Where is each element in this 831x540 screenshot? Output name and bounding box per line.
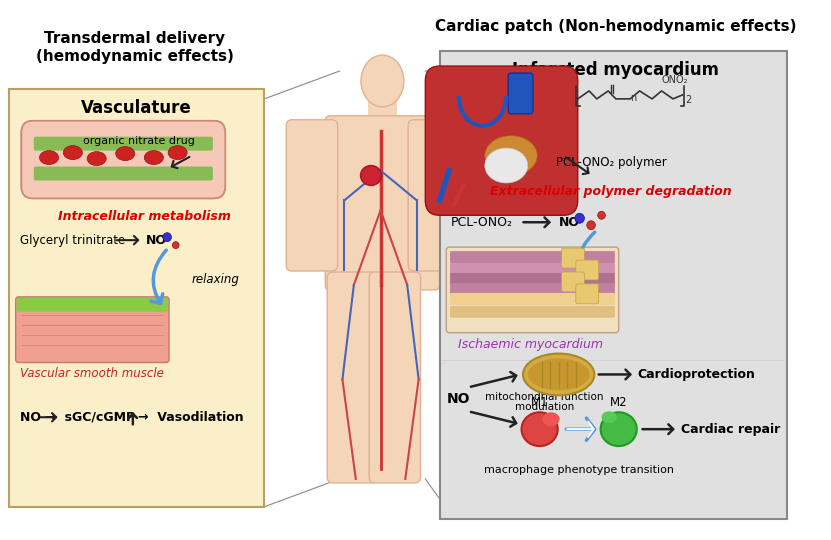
Circle shape [575, 213, 584, 223]
Circle shape [172, 241, 179, 248]
FancyBboxPatch shape [34, 166, 213, 180]
FancyBboxPatch shape [16, 297, 169, 362]
FancyBboxPatch shape [450, 283, 615, 295]
Ellipse shape [40, 151, 58, 165]
Ellipse shape [145, 151, 164, 165]
Ellipse shape [484, 148, 528, 183]
Ellipse shape [116, 147, 135, 160]
FancyBboxPatch shape [327, 272, 379, 483]
Circle shape [597, 211, 605, 219]
FancyBboxPatch shape [34, 137, 213, 151]
Text: →  Vasodilation: → Vasodilation [138, 411, 243, 424]
Text: NO: NO [447, 393, 470, 406]
Text: Cardiac patch (Non-hemodynamic effects): Cardiac patch (Non-hemodynamic effects) [435, 19, 797, 35]
FancyBboxPatch shape [408, 120, 460, 271]
Text: Ischaemic myocardium: Ischaemic myocardium [458, 338, 602, 350]
Bar [368, 101, 396, 126]
Text: mitochondrial function: mitochondrial function [485, 393, 603, 402]
Text: Intracellular metabolism: Intracellular metabolism [58, 210, 231, 224]
FancyBboxPatch shape [286, 120, 337, 271]
Text: Cardioprotection: Cardioprotection [637, 368, 755, 381]
Ellipse shape [361, 166, 381, 185]
FancyBboxPatch shape [325, 116, 440, 290]
Circle shape [163, 233, 171, 241]
Ellipse shape [522, 412, 558, 446]
FancyBboxPatch shape [562, 248, 584, 268]
Text: Vascular smooth muscle: Vascular smooth muscle [21, 368, 165, 381]
Ellipse shape [523, 354, 594, 395]
Text: M2: M2 [610, 396, 627, 409]
Text: macrophage phenotype transition: macrophage phenotype transition [484, 465, 674, 475]
Text: relaxing: relaxing [192, 273, 240, 286]
Ellipse shape [168, 146, 187, 160]
Text: PCL-ONO₂ polymer: PCL-ONO₂ polymer [556, 156, 666, 168]
FancyBboxPatch shape [450, 293, 615, 305]
FancyBboxPatch shape [450, 251, 615, 263]
Text: Vasculature: Vasculature [81, 99, 192, 117]
Text: Glyceryl trinitrate: Glyceryl trinitrate [21, 234, 125, 247]
FancyBboxPatch shape [450, 306, 615, 318]
Text: n: n [630, 93, 637, 103]
Ellipse shape [528, 359, 590, 390]
FancyBboxPatch shape [17, 298, 168, 312]
FancyBboxPatch shape [576, 260, 598, 280]
Text: NO →  sGC/cGMP: NO → sGC/cGMP [21, 411, 135, 424]
Bar [440, 51, 787, 519]
FancyBboxPatch shape [509, 73, 533, 114]
Text: NO: NO [558, 216, 580, 229]
Text: NO: NO [146, 234, 167, 247]
FancyBboxPatch shape [22, 121, 225, 198]
FancyBboxPatch shape [562, 272, 584, 292]
FancyBboxPatch shape [446, 247, 619, 333]
Ellipse shape [543, 412, 559, 426]
Ellipse shape [87, 152, 106, 166]
FancyBboxPatch shape [369, 272, 420, 483]
Text: Extracellular polymer degradation: Extracellular polymer degradation [490, 185, 732, 198]
Ellipse shape [361, 55, 404, 107]
Text: Cardiac repair: Cardiac repair [681, 423, 779, 436]
Text: 2: 2 [686, 95, 691, 105]
Bar [9, 89, 264, 507]
Text: organic nitrate drug: organic nitrate drug [83, 136, 194, 146]
FancyBboxPatch shape [22, 121, 225, 198]
Ellipse shape [602, 411, 617, 423]
Text: M1: M1 [531, 396, 548, 409]
Text: Transdermal delivery
(hemodynamic effects): Transdermal delivery (hemodynamic effect… [36, 31, 234, 64]
Circle shape [587, 221, 595, 230]
Text: modulation: modulation [514, 402, 574, 413]
FancyBboxPatch shape [450, 263, 615, 275]
FancyBboxPatch shape [425, 66, 578, 215]
Ellipse shape [484, 136, 537, 176]
Text: PCL-ONO₂: PCL-ONO₂ [451, 216, 513, 229]
Text: ONO₂: ONO₂ [661, 75, 688, 85]
Text: Infarcted myocardium: Infarcted myocardium [513, 61, 720, 79]
FancyBboxPatch shape [450, 273, 615, 285]
FancyBboxPatch shape [576, 284, 598, 304]
Ellipse shape [63, 146, 82, 160]
Ellipse shape [601, 412, 637, 446]
